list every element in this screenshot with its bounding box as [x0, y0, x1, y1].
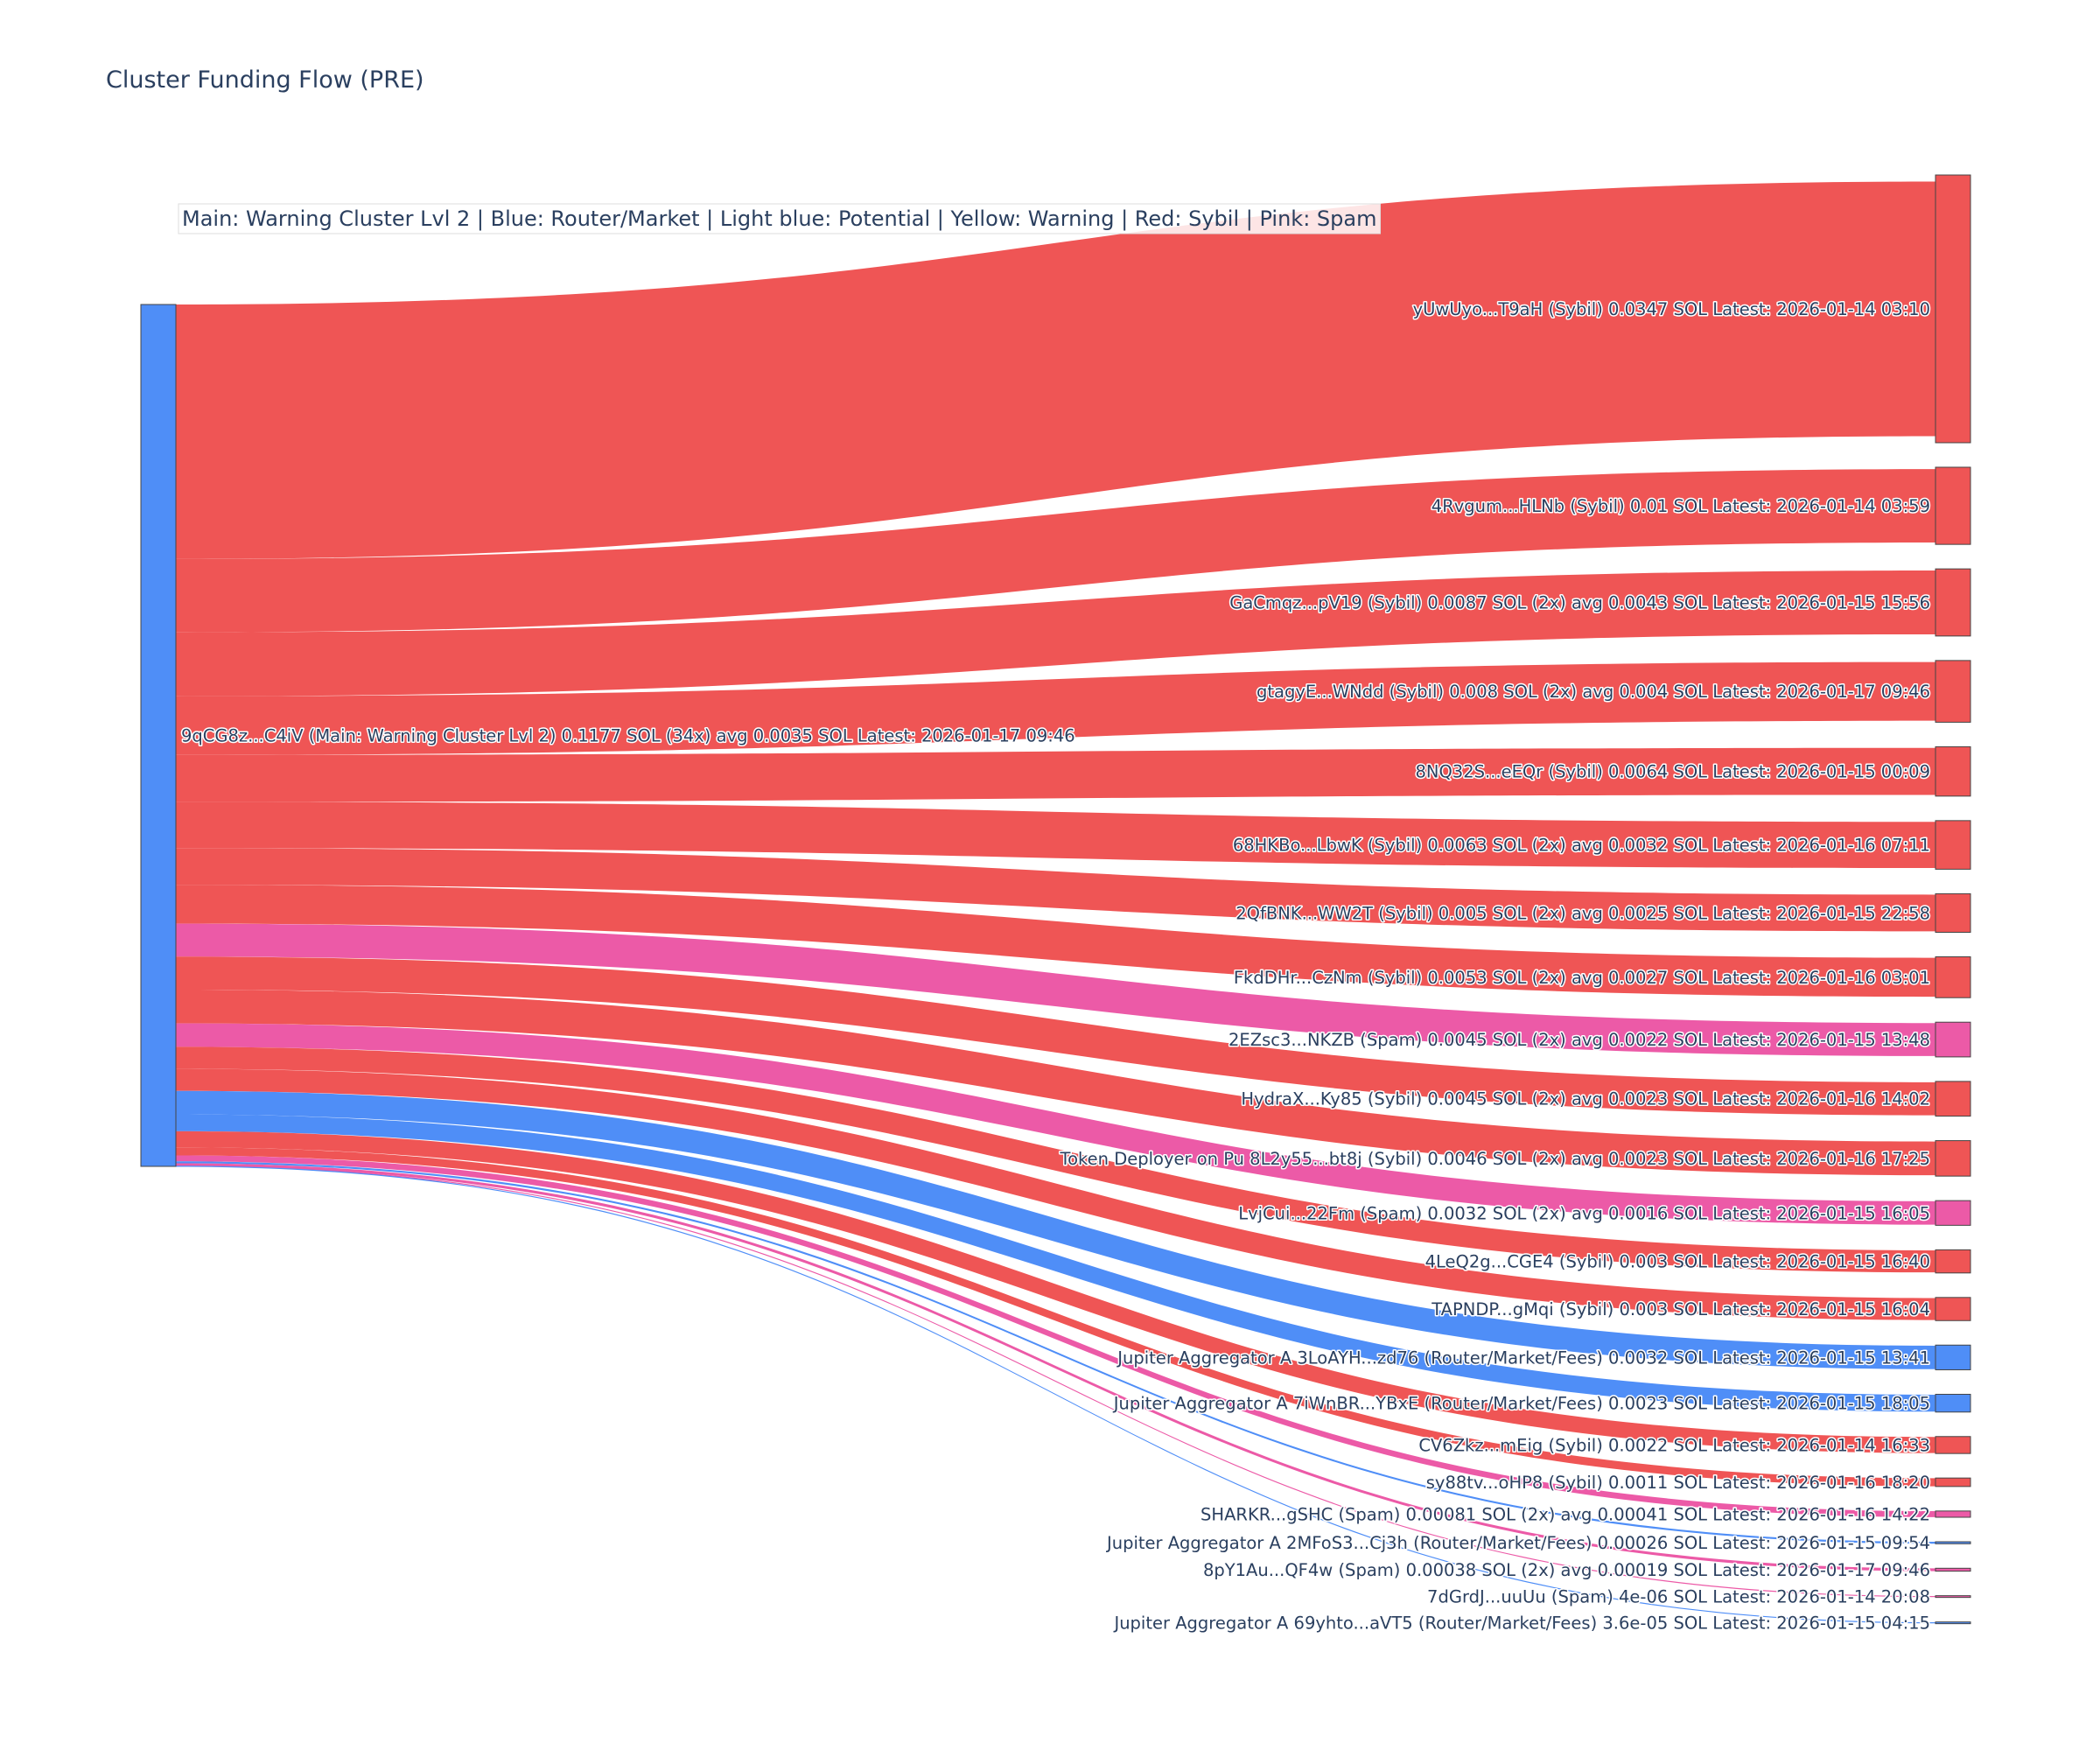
target-node-8[interactable] — [1935, 956, 1971, 998]
chart-title: Cluster Funding Flow (PRE) — [106, 66, 424, 94]
target-node-7[interactable] — [1935, 892, 1971, 933]
link-2[interactable] — [176, 469, 1936, 633]
source-node-label: 9qCG8z...C4iV (Main: Warning Cluster Lvl… — [181, 726, 1075, 746]
link-22[interactable] — [176, 1166, 1936, 1598]
target-node-label-7: 2QfBNK...WW2T (Sybil) 0.005 SOL (2x) avg… — [1236, 903, 1930, 923]
target-node-17[interactable] — [1935, 1436, 1971, 1454]
link-17[interactable] — [176, 1130, 1936, 1453]
target-node-label-8: FkdDHr...CzNm (Sybil) 0.0053 SOL (2x) av… — [1234, 968, 1930, 988]
flow-links — [176, 181, 1936, 1624]
target-node-13[interactable] — [1935, 1249, 1971, 1274]
target-node-label-11: Token Deployer on Pu 8L2y55...bt8j (Sybi… — [1060, 1149, 1930, 1169]
target-node-16[interactable] — [1935, 1393, 1971, 1413]
target-node-label-2: 4Rvgum...HLNb (Sybil) 0.01 SOL Latest: 2… — [1432, 496, 1930, 516]
target-node-18[interactable] — [1935, 1477, 1971, 1488]
target-node-label-5: 8NQ32S...eEQr (Sybil) 0.0064 SOL Latest:… — [1415, 762, 1930, 782]
target-node-4[interactable] — [1935, 660, 1971, 723]
link-8[interactable] — [176, 885, 1936, 998]
link-10[interactable] — [176, 956, 1936, 1116]
link-16[interactable] — [176, 1114, 1936, 1412]
link-7[interactable] — [176, 848, 1936, 932]
source-node[interactable] — [140, 304, 177, 1167]
target-node-label-18: sy88tv...oHP8 (Sybil) 0.0011 SOL Latest:… — [1426, 1473, 1930, 1493]
target-node-5[interactable] — [1935, 746, 1971, 797]
target-node-15[interactable] — [1935, 1344, 1971, 1370]
target-node-9[interactable] — [1935, 1021, 1971, 1058]
link-11[interactable] — [176, 990, 1936, 1176]
target-node-label-15: Jupiter Aggregator A 3LoAYH...zd76 (Rout… — [1116, 1348, 1930, 1368]
target-node-label-14: TAPNDP...gMqi (Sybil) 0.003 SOL Latest: … — [1431, 1299, 1930, 1320]
link-4[interactable] — [176, 662, 1936, 755]
link-13[interactable] — [176, 1046, 1936, 1273]
target-node-14[interactable] — [1935, 1297, 1971, 1321]
link-12[interactable] — [176, 1023, 1936, 1225]
target-node-label-13: 4LeQ2g...CGE4 (Sybil) 0.003 SOL Latest: … — [1425, 1252, 1930, 1272]
target-node-label-20: Jupiter Aggregator A 2MFoS3...Cj3h (Rout… — [1105, 1533, 1930, 1553]
link-9[interactable] — [176, 923, 1936, 1056]
target-node-label-22: 7dGrdJ...uuUu (Spam) 4e-06 SOL Latest: 2… — [1427, 1587, 1930, 1607]
target-node-label-9: 2EZsc3...NKZB (Spam) 0.0045 SOL (2x) avg… — [1228, 1030, 1930, 1050]
target-node-1[interactable] — [1935, 174, 1971, 444]
target-node-label-19: SHARKR...gSHC (Spam) 0.00081 SOL (2x) av… — [1200, 1504, 1930, 1524]
target-node-2[interactable] — [1935, 466, 1971, 545]
legend-text: Main: Warning Cluster Lvl 2 | Blue: Rout… — [182, 206, 1376, 231]
target-node-6[interactable] — [1935, 820, 1971, 870]
target-node-11[interactable] — [1935, 1140, 1971, 1177]
target-node-label-4: gtagyE...WNdd (Sybil) 0.008 SOL (2x) avg… — [1256, 682, 1930, 702]
legend-annotation: Main: Warning Cluster Lvl 2 | Blue: Rout… — [178, 203, 1381, 234]
link-20[interactable] — [176, 1161, 1936, 1544]
target-node-23[interactable] — [1935, 1621, 1971, 1625]
link-5[interactable] — [176, 747, 1936, 802]
target-node-label-3: GaCmqz...pV19 (Sybil) 0.0087 SOL (2x) av… — [1229, 593, 1930, 613]
node-labels: 9qCG8z...C4iV (Main: Warning Cluster Lvl… — [180, 298, 1932, 1634]
target-node-12[interactable] — [1935, 1200, 1971, 1226]
link-23[interactable] — [176, 1166, 1936, 1624]
link-14[interactable] — [176, 1068, 1936, 1320]
target-node-label-1: yUwUyo...T9aH (Sybil) 0.0347 SOL Latest:… — [1413, 299, 1930, 319]
target-node-22[interactable] — [1935, 1595, 1971, 1599]
target-node-label-10: HydraX...Ky85 (Sybil) 0.0045 SOL (2x) av… — [1241, 1089, 1930, 1110]
link-1[interactable] — [176, 181, 1936, 559]
target-node-label-12: LvjCui...22Fm (Spam) 0.0032 SOL (2x) avg… — [1238, 1203, 1930, 1223]
target-node-3[interactable] — [1935, 568, 1971, 637]
target-node-label-16: Jupiter Aggregator A 7iWnBR...YBxE (Rout… — [1112, 1394, 1930, 1414]
target-node-20[interactable] — [1935, 1541, 1971, 1544]
target-node-10[interactable] — [1935, 1081, 1971, 1117]
link-6[interactable] — [176, 802, 1936, 869]
link-21[interactable] — [176, 1163, 1936, 1572]
legend-box — [178, 203, 1381, 234]
link-19[interactable] — [176, 1155, 1936, 1517]
target-node-label-21: 8pY1Au...QF4w (Spam) 0.00038 SOL (2x) av… — [1203, 1560, 1930, 1580]
target-node-label-6: 68HKBo...LbwK (Sybil) 0.0063 SOL (2x) av… — [1233, 836, 1930, 856]
link-3[interactable] — [176, 570, 1936, 696]
link-18[interactable] — [176, 1147, 1936, 1487]
flow-nodes — [140, 174, 1971, 1625]
target-node-21[interactable] — [1935, 1567, 1971, 1572]
target-node-label-23: Jupiter Aggregator A 69yhto...aVT5 (Rout… — [1112, 1614, 1930, 1634]
target-node-19[interactable] — [1935, 1510, 1971, 1518]
target-node-label-17: CV6Zkz...mEig (Sybil) 0.0022 SOL Latest:… — [1418, 1435, 1930, 1455]
link-15[interactable] — [176, 1090, 1936, 1369]
